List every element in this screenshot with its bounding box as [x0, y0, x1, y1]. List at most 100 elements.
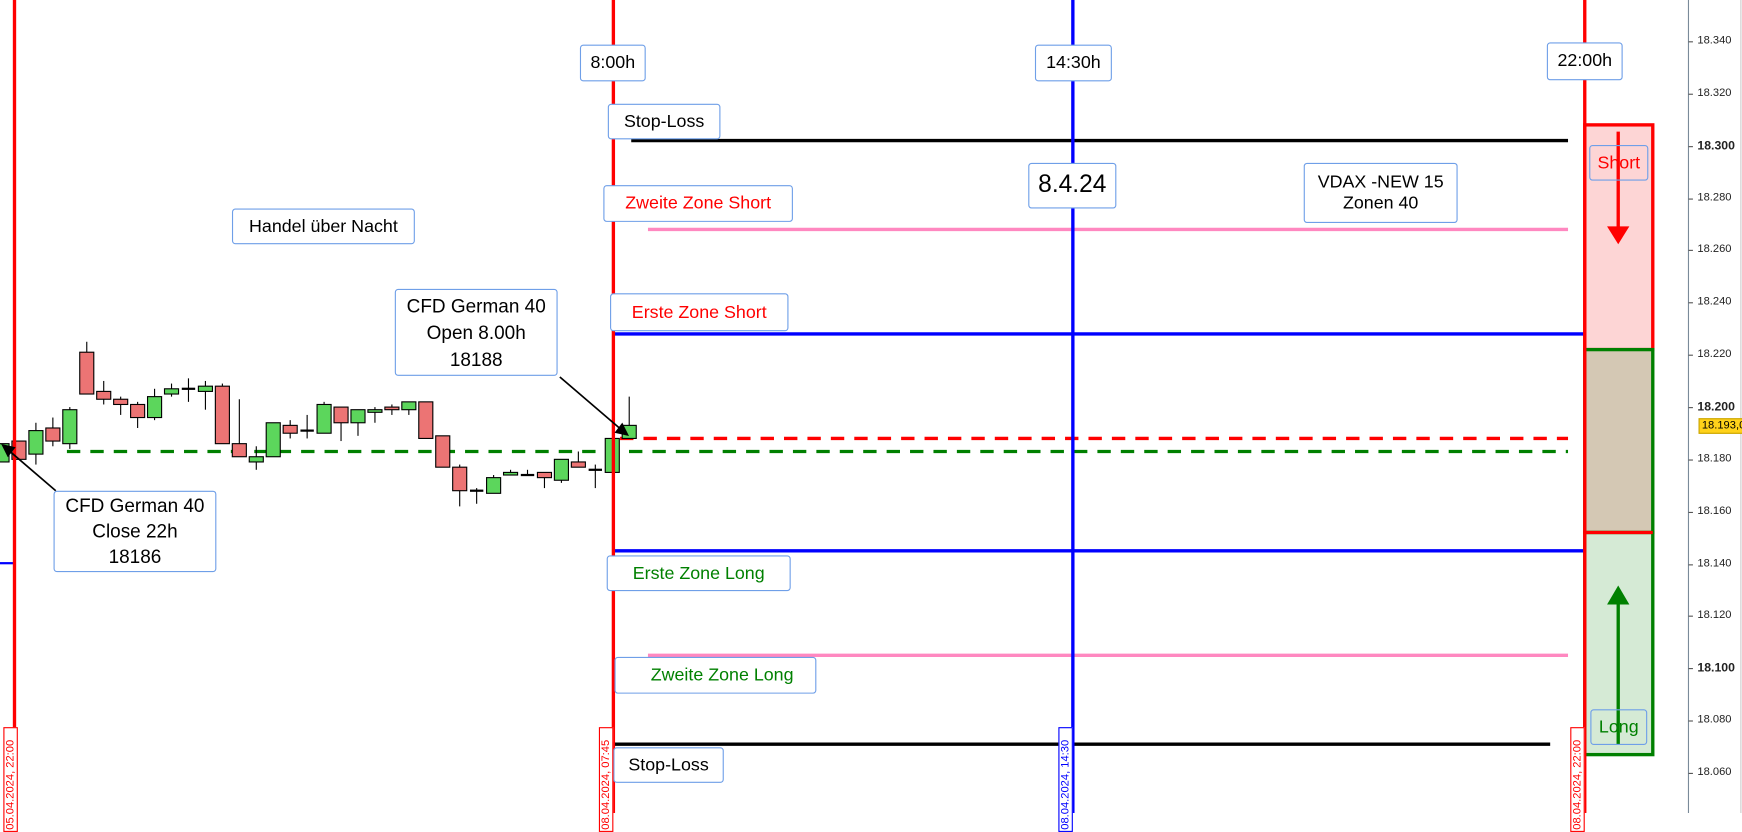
axis-tick [1688, 302, 1693, 304]
close-label-line: Close 22h [92, 520, 178, 543]
candle-up [197, 385, 214, 392]
vdax-label: VDAX -NEW 15 Zonen 40 [1303, 162, 1458, 224]
candle-down [570, 461, 586, 468]
candle-up [163, 388, 180, 395]
axis-tick-label: 18.180 [1697, 452, 1732, 465]
zones-line: Zonen 40 [1342, 194, 1419, 214]
axis-tick-label: 18.240 [1697, 295, 1732, 309]
vdax-line: VDAX -NEW 15 [1317, 172, 1444, 192]
neutral-zone [1583, 347, 1655, 535]
candle-down [536, 471, 553, 479]
close-label-line: CFD German 40 [65, 495, 205, 517]
date-marker-close: 05.04.2024, 22:00 [3, 727, 18, 832]
level-lines [0, 138, 1585, 746]
short-arrowhead-icon [1607, 226, 1630, 245]
close-label-value: 18186 [108, 546, 162, 568]
axis-tick-label: 18.100 [1697, 661, 1735, 676]
candle-up [401, 401, 417, 411]
candle-up [62, 409, 78, 445]
candle-up [553, 458, 569, 481]
candle-down [113, 398, 129, 406]
axis-tick [1688, 668, 1693, 670]
open-arrowhead-icon [614, 422, 629, 437]
axis-tick [1688, 720, 1693, 722]
candle-down [384, 406, 400, 411]
candle-up [367, 409, 383, 413]
annotation-arrows [1, 376, 629, 492]
candle-up [316, 403, 332, 434]
axis-tick [1688, 93, 1693, 95]
axis-tick-label: 18.340 [1697, 34, 1732, 47]
axis-tick [1688, 459, 1693, 461]
axis-tick-label: 18.220 [1697, 348, 1732, 361]
date-marker-end: 08.04.2024, 22:00 [1570, 727, 1585, 832]
candle-down [452, 466, 468, 492]
candle-up [350, 409, 366, 424]
candle-down [214, 385, 230, 445]
axis-tick-label: 18.300 [1697, 139, 1735, 153]
candle-down [435, 435, 451, 468]
time-label-1430h: 14:30h [1034, 44, 1112, 82]
candle-up [146, 396, 163, 419]
axis-tick-label: 18.260 [1697, 243, 1732, 256]
axis-tick [1688, 563, 1693, 565]
candle-down [96, 390, 112, 400]
open-label-line: CFD German 40 [406, 295, 546, 317]
axis-tick-label: 18.320 [1697, 86, 1732, 100]
axis-tick-label: 18.120 [1697, 609, 1732, 622]
candle-up [28, 430, 44, 455]
candle-up [502, 471, 519, 476]
date-marker-us-open: 08.04.2024, 14:30 [1058, 727, 1073, 832]
candle-down [231, 443, 247, 458]
axis-tick-label: 18.140 [1697, 557, 1732, 570]
axis-tick-label: 18.060 [1697, 766, 1732, 779]
open-label-value: 18188 [449, 349, 503, 371]
axis-tick-label: 18.080 [1697, 713, 1732, 727]
zone1-long-label: Erste Zone Long [606, 555, 791, 592]
candle-down [418, 401, 434, 439]
candle-up [248, 456, 264, 463]
axis-tick [1688, 407, 1693, 409]
time-label-8h: 8:00h [579, 44, 646, 82]
zone1-short-label: Erste Zone Short [610, 293, 789, 332]
axis-tick [1688, 145, 1693, 147]
candles [0, 341, 637, 507]
candle-down [130, 403, 146, 419]
candle-down [45, 427, 61, 442]
candle-down [282, 424, 298, 434]
axis-tick-label: 18.160 [1697, 504, 1732, 518]
candle-up [486, 477, 502, 494]
candle-down [79, 351, 95, 395]
candle-up [265, 422, 281, 458]
close-arrowhead-icon [1, 443, 16, 458]
axis-tick [1688, 198, 1693, 200]
axis-tick [1688, 250, 1693, 252]
date-marker-open: 08.04.2024, 07:45 [598, 727, 614, 832]
time-label-22h: 22:00h [1546, 42, 1623, 81]
long-label: Long [1590, 709, 1648, 745]
long-arrowhead-icon [1607, 585, 1630, 605]
axis-tick [1688, 772, 1693, 775]
open-arrow-icon [559, 376, 623, 432]
close-label: CFD German 40 Close 22h 18186 [53, 490, 217, 573]
stop-loss-short-label: Stop-Loss [607, 103, 721, 140]
zone2-short-label: Zweite Zone Short [603, 185, 793, 222]
open-label: CFD German 40 Open 8.00h 18188 [394, 288, 558, 376]
axis-tick-label: 18.200 [1697, 400, 1735, 414]
close-arrow-icon [8, 449, 57, 492]
overnight-label: Handel über Nacht [231, 208, 415, 245]
open-label-line: Open 8.00h [426, 322, 526, 344]
axis-tick-label: 18.280 [1697, 191, 1732, 204]
current-price-tag: 18.193,0 [1698, 418, 1742, 434]
stop-loss-long-label: Stop-Loss [613, 747, 724, 783]
date-label: 8.4.24 [1028, 162, 1117, 209]
short-label: Short [1589, 144, 1649, 181]
zone2-long-label: Zweite Zone Long [614, 656, 817, 694]
axis-tick [1688, 511, 1693, 513]
zone-box [1583, 123, 1655, 757]
axis-tick [1688, 354, 1693, 356]
price-chart[interactable] [0, 0, 1742, 814]
axis-tick [1688, 41, 1693, 43]
axis-tick [1688, 616, 1693, 618]
